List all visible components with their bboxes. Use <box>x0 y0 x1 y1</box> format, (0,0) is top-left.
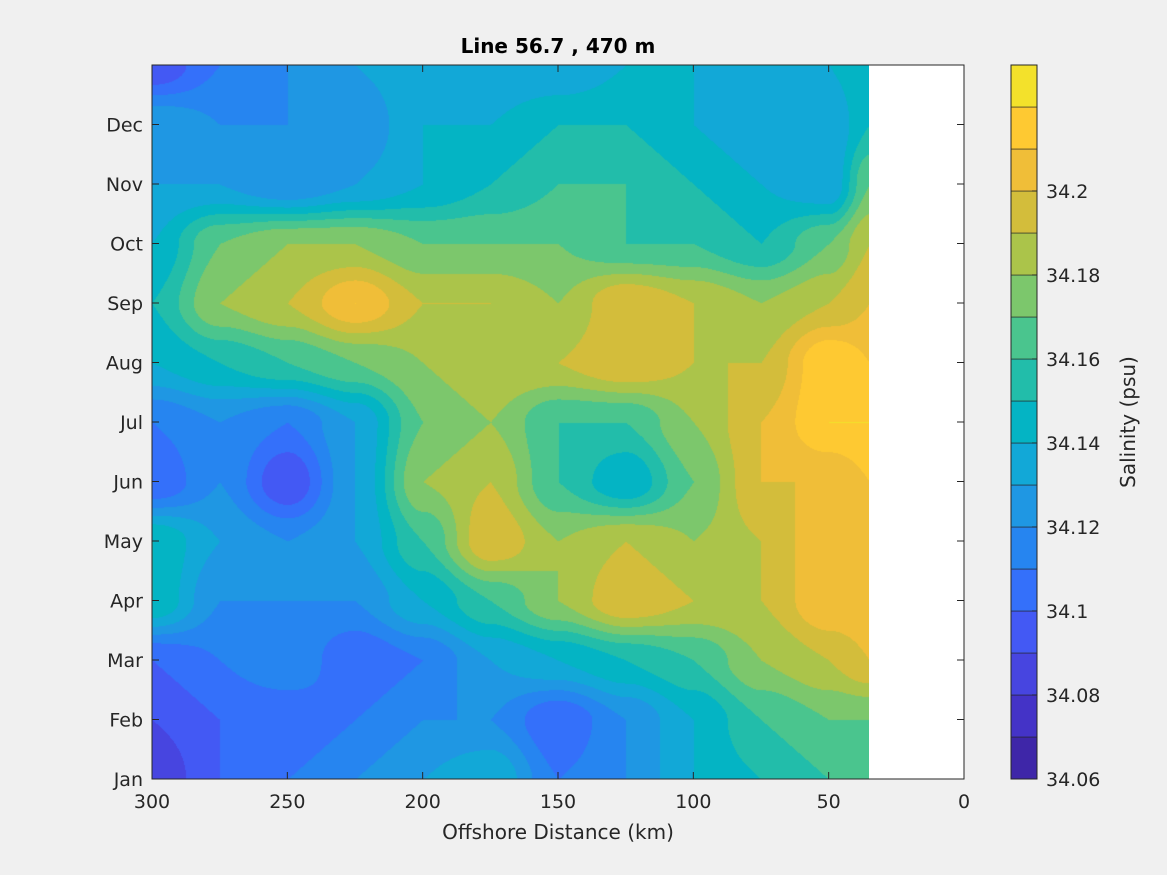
x-axis-label: Offshore Distance (km) <box>442 820 674 844</box>
colorbar-segment <box>1010 568 1038 612</box>
colorbar-segment <box>1010 316 1038 360</box>
colorbar-ticks: 34.06 34.08 34.1 34.12 34.14 34.16 34.18 34.2 <box>1032 181 1100 791</box>
y-tick-label: Jun <box>112 472 143 494</box>
colorbar-box <box>1010 64 1038 780</box>
colorbar-segment <box>1010 442 1038 486</box>
colorbar-tick-label: 34.12 <box>1046 517 1100 539</box>
y-tick-label: May <box>104 531 143 553</box>
colorbar-segment <box>1010 64 1038 108</box>
x-tick-label: 200 <box>405 791 441 813</box>
y-tick-label: Mar <box>107 650 143 672</box>
chart-title: Line 56.7 , 470 m <box>461 34 656 58</box>
colorbar-segment <box>1010 736 1038 780</box>
x-tick-label: 0 <box>958 791 970 813</box>
x-tick-label: 150 <box>540 791 576 813</box>
colorbar-tick-label: 34.06 <box>1046 769 1100 791</box>
colorbar-segment <box>1010 400 1038 444</box>
salinity-field <box>152 65 869 779</box>
x-ticks: 300 250 200 150 100 50 0 <box>134 65 970 813</box>
colorbar-tick-label: 34.08 <box>1046 685 1100 707</box>
colorbar-segment <box>1010 274 1038 318</box>
colorbar-label: Salinity (psu) <box>1116 356 1140 488</box>
y-tick-label: Feb <box>109 710 143 732</box>
colorbar-segment <box>1010 610 1038 654</box>
colorbar-segment <box>1010 694 1038 738</box>
colorbar-tick-label: 34.14 <box>1046 433 1100 455</box>
colorbar-tick-label: 34.1 <box>1046 601 1088 623</box>
x-tick-label: 50 <box>817 791 841 813</box>
colorbar-segment <box>1010 190 1038 234</box>
y-tick-label: Nov <box>106 174 143 196</box>
y-ticks: Jan Feb Mar Apr May Jun Jul Aug Sep Oct Nov Dec <box>104 115 964 791</box>
colorbar-segment <box>1010 106 1038 150</box>
y-tick-label: Jan <box>113 769 143 791</box>
colorbar-segment <box>1010 232 1038 276</box>
x-tick-label: 250 <box>269 791 305 813</box>
colorbar-segment <box>1010 148 1038 192</box>
colorbar-segment <box>1010 484 1038 528</box>
colorbar <box>1010 64 1038 780</box>
y-tick-label: Dec <box>106 115 143 137</box>
colorbar-tick-label: 34.18 <box>1046 265 1100 287</box>
y-tick-label: Apr <box>110 591 143 613</box>
colorbar-segment <box>1010 358 1038 402</box>
y-tick-label: Oct <box>110 234 143 256</box>
y-tick-label: Jul <box>119 412 143 434</box>
colorbar-segment <box>1010 652 1038 696</box>
axes-box <box>151 64 965 780</box>
x-tick-label: 300 <box>134 791 170 813</box>
y-tick-label: Aug <box>106 353 143 375</box>
x-tick-label: 100 <box>675 791 711 813</box>
colorbar-segment <box>1010 526 1038 570</box>
y-tick-label: Sep <box>107 293 143 315</box>
colorbar-tick-label: 34.16 <box>1046 349 1100 371</box>
colorbar-tick-label: 34.2 <box>1046 181 1088 203</box>
